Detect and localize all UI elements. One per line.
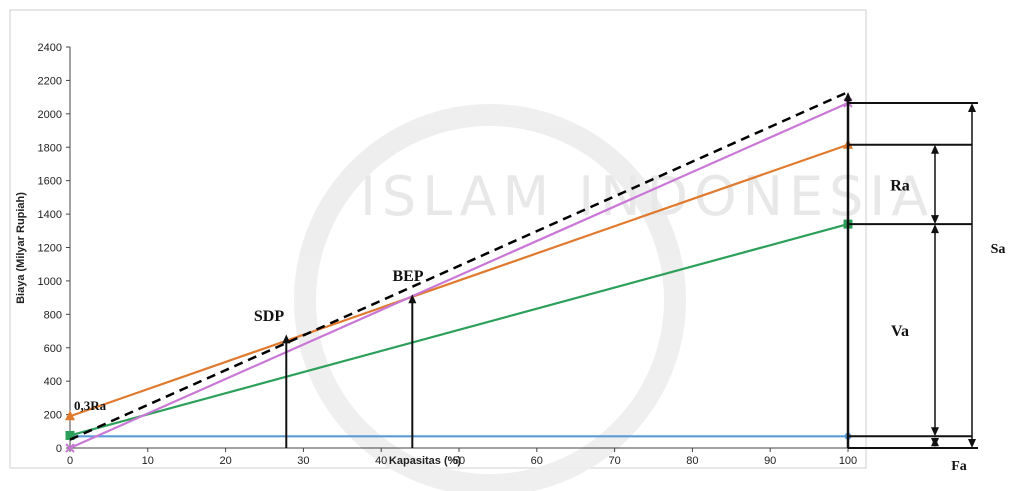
series-line-4 [69,101,849,450]
annotations: 0,3Ra SDP BEP [74,268,424,413]
bracket-arrow-sa-up [968,102,976,112]
x-tick-label: 70 [608,455,620,467]
series-point [65,410,75,421]
bracket-label-sa: Sa [991,242,1006,257]
annotation-bep: BEP [392,268,423,285]
watermark-seal [294,104,686,491]
vertical-markers [282,92,852,448]
bracket-arrow-sa-down [968,439,976,448]
bracket-arrow-ra-down [931,215,939,225]
x-tick-label: 50 [453,455,465,467]
x-tick-label: 100 [839,455,857,467]
series-line-2 [69,223,849,437]
y-tick-label: 2400 [38,42,62,54]
marker-arrow-bep [408,294,417,304]
x-tick-label: 80 [686,455,698,467]
annotation-0-3ra: 0,3Ra [74,398,107,413]
y-tick-label: 200 [44,410,62,422]
y-tick-label: 1800 [38,142,62,154]
capacity-100-arrow [844,92,852,102]
y-tick-label: 600 [44,343,62,355]
y-tick-label: 1200 [38,243,62,255]
bracket-arrow-fa-up [931,437,939,447]
y-axis-title: Biaya (Milyar Rupiah) [15,192,27,304]
series-line-5 [69,90,849,441]
series-point [65,430,75,440]
y-tick-label: 2000 [38,109,62,121]
right-brackets: Ra Va Fa Sa [848,101,1006,474]
watermark-text: ISLAM INDONESIA [360,165,934,228]
x-tick-label: 10 [142,455,154,467]
y-tick-label: 2200 [38,75,62,87]
marker-arrow-sdp [282,334,291,344]
bracket-label-ra: Ra [890,177,910,194]
series-point [65,443,75,453]
x-tick-label: 40 [375,455,387,467]
watermark: ISLAM INDONESIA [294,104,934,491]
y-tick-labels: 0 200 400 600 800 1000 1200 1400 1600 1800 2000 220… [38,42,70,455]
x-tick-label: 30 [297,455,309,467]
y-tick-label: 0 [56,443,62,455]
series-line-3 [69,143,849,418]
y-tick-label: 800 [44,309,62,321]
chart-frame [9,9,867,469]
bracket-arrow-va-up [931,224,939,234]
y-tick-label: 1600 [38,176,62,188]
x-tick-label: 20 [219,455,231,467]
x-tick-label: 0 [67,455,73,467]
x-tick-label: 60 [531,455,543,467]
y-tick-label: 1000 [38,276,62,288]
x-tick-labels: 0 10 20 30 40 50 60 70 80 90 100 [67,448,857,467]
x-axis-title: Kapasitas (%) [389,455,461,467]
bracket-arrow-va-down [931,427,939,437]
x-tick-label: 90 [764,455,776,467]
bracket-label-va: Va [891,323,909,340]
bracket-arrow-ra-up [931,144,939,154]
y-tick-label: 400 [44,376,62,388]
series-layer [65,90,853,453]
y-tick-label: 1400 [38,209,62,221]
annotation-sdp: SDP [254,308,284,325]
bracket-label-fa: Fa [951,459,967,474]
